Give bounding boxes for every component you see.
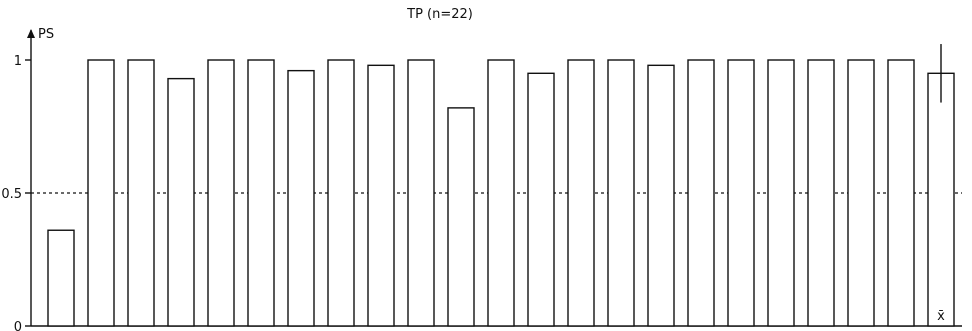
bar (847, 59, 875, 327)
y-tick-label: 0 (14, 320, 22, 331)
bar (567, 59, 595, 327)
bar (727, 59, 755, 327)
mean-bar-label: x̄ (937, 309, 945, 324)
bar (527, 72, 555, 327)
bars (47, 59, 915, 327)
mean-bar-group: x̄ (927, 44, 955, 327)
y-axis-arrow (27, 29, 35, 38)
bar (807, 59, 835, 327)
y-tick-label: 1 (14, 54, 22, 69)
bar (327, 59, 355, 327)
bar (287, 69, 315, 327)
bar (127, 59, 155, 327)
bar (687, 59, 715, 327)
y-axis-label: PS (38, 27, 54, 42)
bar (887, 59, 915, 327)
bar (87, 59, 115, 327)
chart-title: TP (n=22) (406, 7, 473, 22)
bar (487, 59, 515, 327)
bar (767, 59, 795, 327)
bar (207, 59, 235, 327)
mean-bar (927, 72, 955, 327)
y-ticks: 00.51 (1, 54, 31, 331)
bar (607, 59, 635, 327)
bar (167, 77, 195, 327)
y-tick-label: 0.5 (1, 187, 22, 202)
bar (647, 64, 675, 327)
bar (247, 59, 275, 327)
bar (447, 107, 475, 327)
bar (407, 59, 435, 327)
bar (367, 64, 395, 327)
bar (47, 229, 75, 327)
